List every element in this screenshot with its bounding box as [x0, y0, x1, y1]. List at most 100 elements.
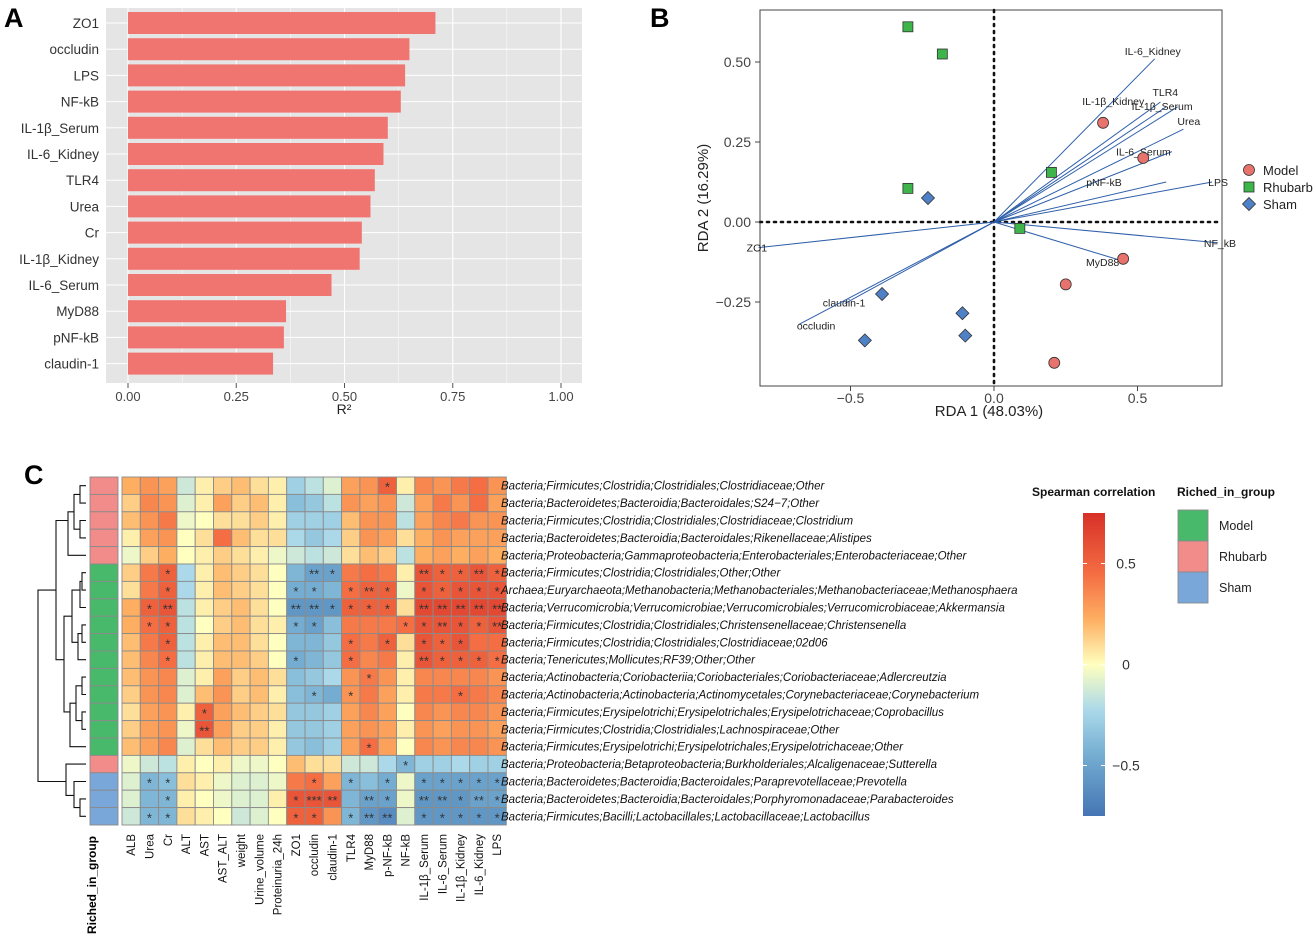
- heatmap-cell: [322, 546, 343, 565]
- panel-b-point-rhubarb: [902, 182, 914, 194]
- significance-star: *: [348, 602, 353, 617]
- heatmap-row-label: Bacteria;Tenericutes;Mollicutes;RF39;Oth…: [501, 655, 756, 667]
- panel-a-category-label: ZO1: [73, 16, 99, 31]
- heatmap-cell: [194, 511, 214, 530]
- heatmap-cell: [341, 789, 361, 809]
- heatmap-cell: [213, 737, 233, 756]
- heatmap-cell: [304, 546, 324, 565]
- panel-b-vector-label: TLR4: [1152, 87, 1178, 99]
- heatmap-cell: [121, 476, 141, 495]
- significance-star: **: [291, 602, 301, 617]
- heatmap-cell: [249, 807, 269, 826]
- heatmap-cell: [341, 720, 361, 739]
- panel-a-bar: [128, 274, 332, 296]
- heatmap-cell: [231, 493, 251, 513]
- heatmap-cell: [286, 772, 306, 791]
- row-group-annotation: [89, 528, 119, 548]
- significance-star: *: [165, 584, 170, 599]
- heatmap-cell: [286, 563, 306, 582]
- heatmap-cell: [213, 650, 233, 669]
- heatmap-cell: [267, 650, 288, 669]
- row-group-annotation: [89, 476, 119, 495]
- row-group-annotation: [89, 685, 119, 704]
- heatmap-cell: [139, 737, 160, 756]
- heatmap-cell: [267, 580, 288, 600]
- significance-star: *: [476, 584, 481, 599]
- heatmap-cell: [396, 493, 416, 513]
- heatmap-cell: [121, 615, 141, 635]
- heatmap-cell: [286, 511, 306, 530]
- heatmap-cell: [158, 546, 178, 565]
- significance-star: *: [440, 776, 445, 791]
- heatmap-cell: [414, 754, 434, 774]
- heatmap-cell: [396, 702, 416, 722]
- heatmap-cell: [322, 772, 343, 791]
- significance-star: *: [165, 619, 170, 634]
- heatmap-cell: [139, 702, 160, 722]
- row-group-annotation: [89, 580, 119, 600]
- significance-star: *: [165, 567, 170, 582]
- significance-star: *: [421, 776, 426, 791]
- significance-star: *: [421, 619, 426, 634]
- group-legend-title: Riched_in_group: [1177, 485, 1275, 499]
- heatmap-row-label: Bacteria;Firmicutes;Clostridia;Clostridi…: [501, 637, 828, 649]
- heatmap-cell: [377, 546, 397, 565]
- heatmap-cell: [231, 702, 251, 722]
- panel-a-category-label: IL-1β_Serum: [21, 121, 99, 136]
- heatmap-cell: [176, 546, 196, 565]
- heatmap-cell: [213, 563, 233, 582]
- dendrogram-branch: [79, 580, 86, 609]
- heatmap-column-label: TLR4: [346, 833, 358, 862]
- heatmap-cell: [377, 511, 397, 530]
- heatmap-cell: [249, 546, 269, 565]
- dendrogram-branch: [37, 589, 66, 783]
- heatmap-column-label: AST: [199, 834, 211, 856]
- heatmap-cell: [414, 720, 434, 739]
- significance-star: *: [421, 810, 426, 825]
- dendrogram-branch: [81, 676, 86, 696]
- heatmap-cell: [249, 772, 269, 791]
- significance-star: *: [202, 706, 207, 721]
- heatmap-cell: [359, 476, 379, 495]
- significance-star: *: [165, 654, 170, 669]
- heatmap-cell: [139, 633, 160, 652]
- heatmap-cell: [121, 737, 141, 756]
- dendrogram-branch: [67, 511, 86, 556]
- significance-star: *: [385, 776, 390, 791]
- heatmap-cell: [249, 615, 269, 635]
- heatmap-cell: [322, 685, 343, 704]
- panel-b-point-rhubarb: [1046, 166, 1057, 178]
- heatmap-cell: [286, 546, 306, 565]
- heatmap-cell: [267, 807, 288, 826]
- heatmap-cell: [359, 702, 379, 722]
- significance-star: *: [348, 689, 353, 704]
- row-group-annotation: [89, 511, 119, 530]
- heatmap-cell: [194, 754, 214, 774]
- heatmap-cell: [176, 598, 196, 617]
- heatmap-cell: [432, 737, 452, 756]
- significance-star: *: [312, 689, 317, 704]
- heatmap-cell: [322, 667, 343, 687]
- panel-a-bar: [128, 300, 287, 323]
- row-group-annotation: [89, 546, 119, 565]
- heatmap-cell: [359, 493, 379, 513]
- heatmap-cell: [121, 772, 141, 791]
- significance-star: *: [421, 636, 426, 651]
- heatmap-cell: [341, 493, 361, 513]
- heatmap-cell: [396, 789, 416, 809]
- significance-star: *: [495, 584, 500, 599]
- row-group-annotation: [89, 563, 119, 582]
- heatmap-cell: [249, 598, 269, 617]
- dendrogram-branch: [75, 685, 82, 722]
- heatmap-cell: [341, 702, 361, 722]
- significance-star: *: [458, 636, 463, 651]
- row-group-annotation: [89, 667, 119, 687]
- heatmap-cell: [322, 720, 343, 739]
- panel-a-bar-chart: ZO1 occludin LPS NF-kB IL-1β_Serum IL-6_Kidne…: [19, 8, 582, 417]
- heatmap-cell: [396, 720, 416, 739]
- panel-a-bar: [128, 116, 388, 139]
- colorbar-tick-label: −0.5: [1112, 758, 1140, 774]
- heatmap-cell: [377, 667, 397, 687]
- heatmap-cell: [432, 720, 452, 739]
